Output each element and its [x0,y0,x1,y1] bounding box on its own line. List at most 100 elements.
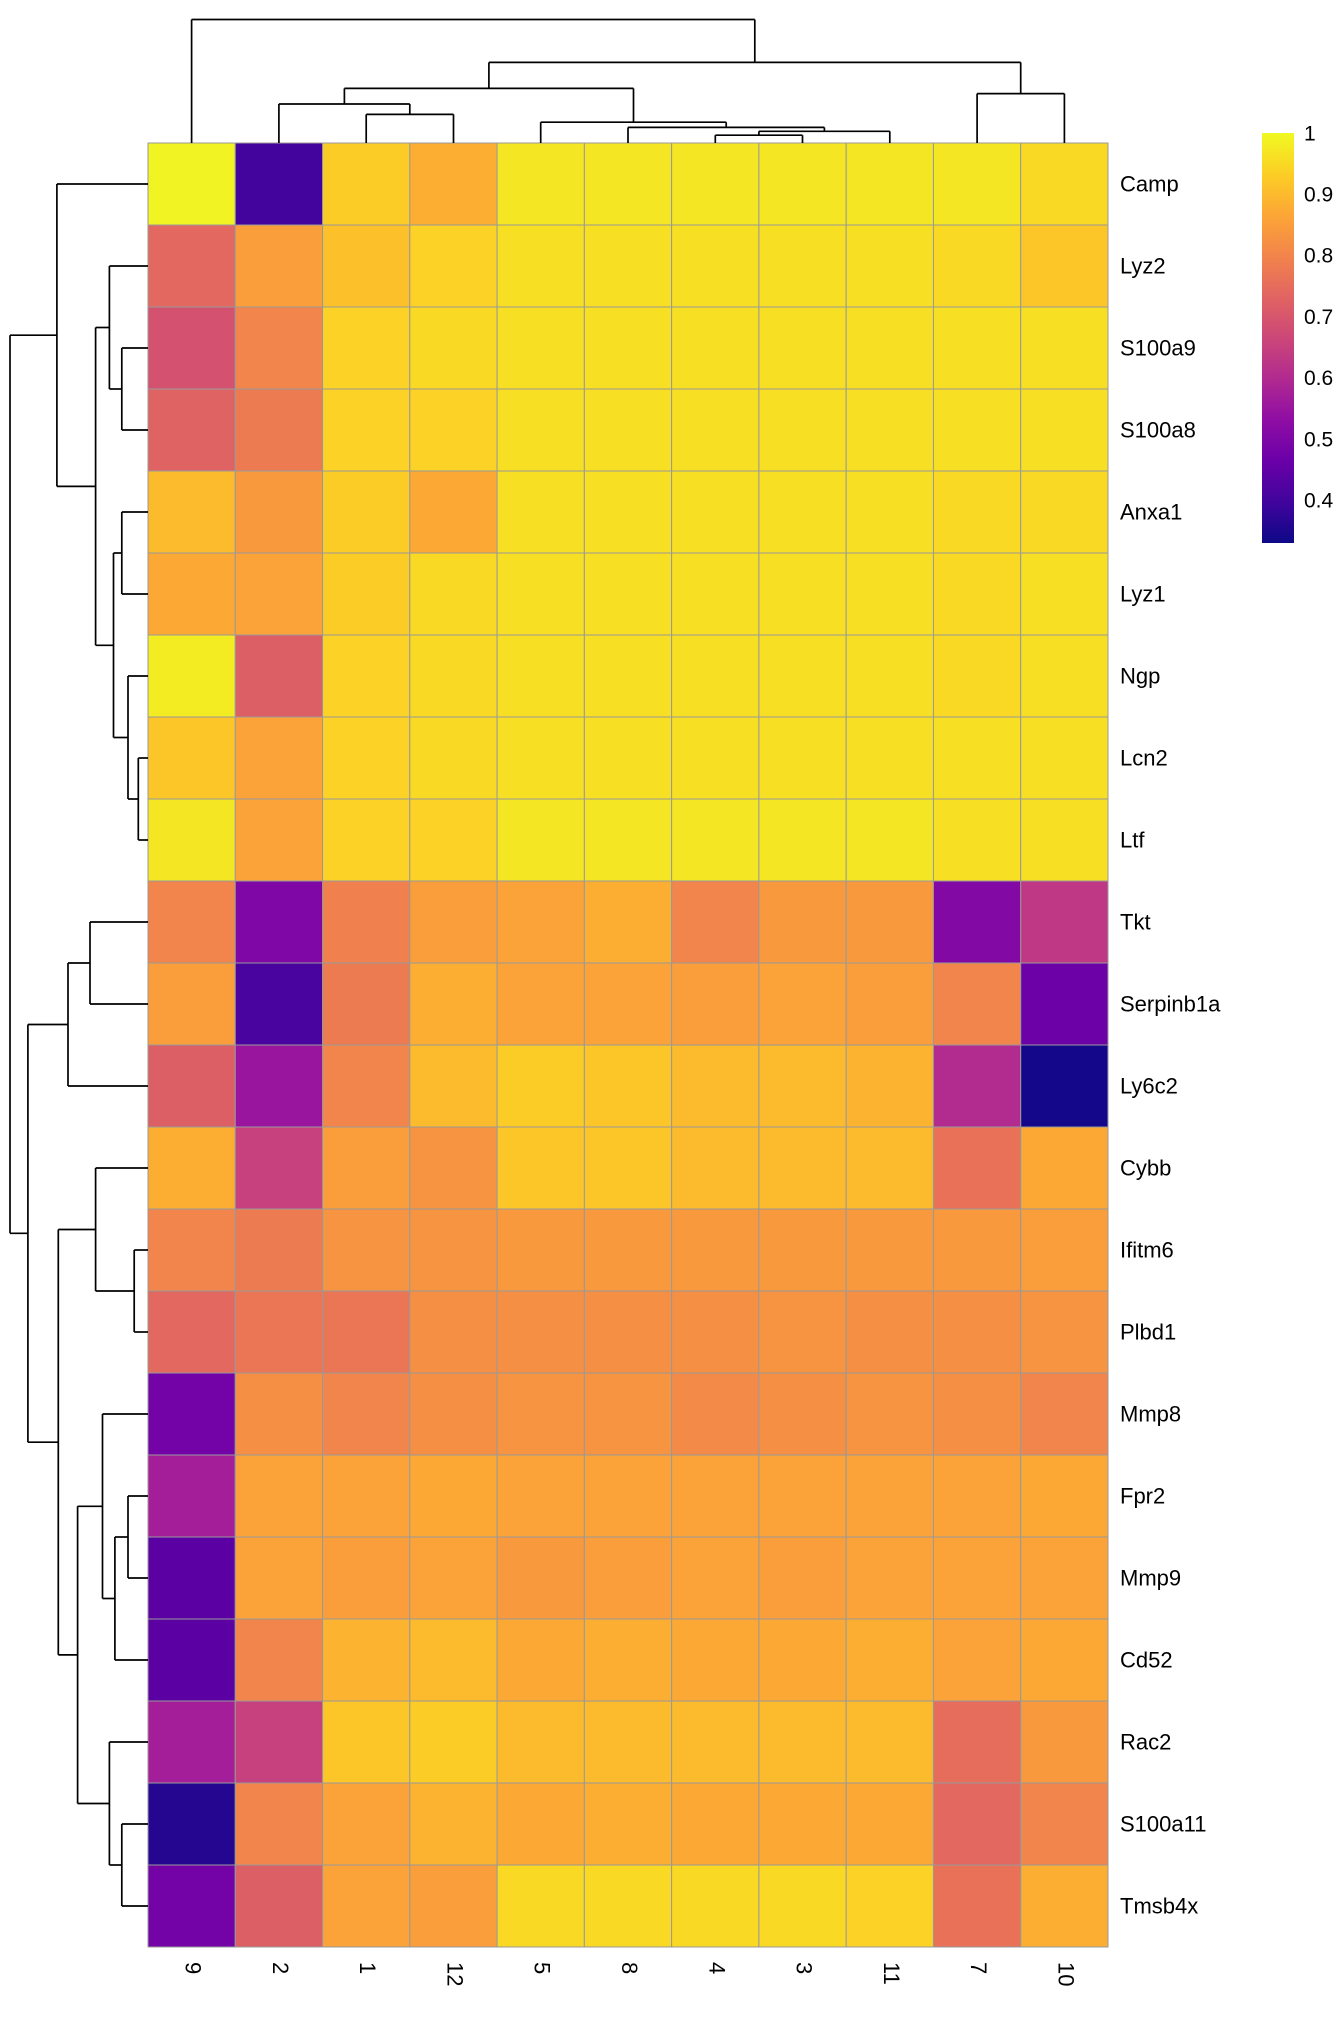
heatmap-cell [932,224,1022,308]
heatmap-cell [671,880,760,964]
heatmap-cell [671,470,760,554]
row-label: Ly6c2 [1120,1074,1178,1099]
color-legend: 1 0.9 0.8 0.7 0.6 0.5 0.4 [1262,122,1334,543]
heatmap-cell [932,1372,1022,1456]
heatmap-cell [234,224,324,308]
legend-tick-label: 0.7 [1304,306,1333,329]
heatmap-cell [845,552,934,636]
heatmap-cell [147,1454,236,1538]
heatmap-cell [758,552,847,636]
heatmap-cell [583,552,673,636]
heatmap-cell [234,388,324,472]
heatmap-cell [583,1782,673,1866]
heatmap-cell [671,1290,760,1374]
heatmap-cell [671,306,760,390]
heatmap-cell [845,470,934,554]
column-label: 3 [792,1962,817,1974]
heatmap-cell [1020,1618,1109,1702]
heatmap-cell [1020,1126,1109,1210]
column-label: 2 [268,1962,293,1974]
legend-tick-label: 0.6 [1304,367,1333,390]
heatmap-cell [322,1208,411,1292]
heatmap-cell [1020,1782,1109,1866]
heatmap-cell [758,1454,847,1538]
heatmap-cell [409,388,498,472]
heatmap-cell [147,224,236,308]
heatmap-cell [932,1700,1022,1784]
heatmap-cell [234,716,324,800]
heatmap-cell [758,388,847,472]
heatmap-cell [758,1700,847,1784]
heatmap-cell [671,716,760,800]
heatmap-cell [496,470,585,554]
heatmap-cell [234,1454,324,1538]
heatmap-cell [1020,224,1109,308]
heatmap-cell [845,1454,934,1538]
legend-tick-label: 0.4 [1304,490,1334,513]
heatmap-cell [1020,716,1109,800]
heatmap-cell [496,224,585,308]
heatmap-cell [758,1044,847,1128]
row-label: S100a9 [1120,336,1196,361]
row-label: Ifitm6 [1120,1238,1174,1263]
heatmap-cell [409,552,498,636]
heatmap-cell [147,880,236,964]
heatmap-cell [932,1208,1022,1292]
heatmap-cell [147,1618,236,1702]
heatmap-cell [234,1782,324,1866]
heatmap-cell [932,1782,1022,1866]
heatmap-cell [322,224,411,308]
heatmap-cell [758,798,847,882]
heatmap-cell [496,1536,585,1620]
heatmap-cell [845,1126,934,1210]
heatmap-cell [758,1864,847,1948]
heatmap-cell [758,470,847,554]
heatmap-cell [322,798,411,882]
heatmap-cell [758,142,847,226]
heatmap-cell [671,142,760,226]
heatmap-cell [845,634,934,718]
heatmap-cell [322,716,411,800]
heatmap-cell [1020,798,1109,882]
heatmap-cell [671,388,760,472]
column-label: 1 [355,1962,380,1974]
heatmap-cell [322,1618,411,1702]
heatmap-cell [147,388,236,472]
heatmap-cell [496,1700,585,1784]
heatmap-cell [147,1290,236,1374]
heatmap-cell [409,224,498,308]
heatmap-cell [932,142,1022,226]
heatmap-cell [932,388,1022,472]
heatmap-cell [932,1536,1022,1620]
legend-tick-label: 1 [1304,122,1316,145]
heatmap-cell [583,1044,673,1128]
heatmap-cell [671,1126,760,1210]
heatmap-cell [583,880,673,964]
heatmap-cell [234,798,324,882]
heatmap-cell [583,634,673,718]
heatmap-cell [234,1208,324,1292]
heatmap-cell [234,1290,324,1374]
heatmap-cell [496,142,585,226]
heatmap-cell [671,1454,760,1538]
heatmap-cell [409,716,498,800]
heatmap-cell [932,716,1022,800]
heatmap-cell [409,798,498,882]
heatmap-cell [234,880,324,964]
heatmap-cell [322,142,411,226]
heatmap-cell [409,306,498,390]
heatmap-cell [496,1290,585,1374]
heatmap-cell [234,552,324,636]
heatmap-cell [1020,1700,1109,1784]
heatmap-cell [234,634,324,718]
heatmap-cell [583,142,673,226]
row-label: S100a11 [1120,1812,1206,1837]
legend-gradient-bar [1262,133,1294,543]
heatmap-cell [496,1454,585,1538]
heatmap-cell [758,1618,847,1702]
heatmap-cell [322,1044,411,1128]
heatmap-cell [758,1536,847,1620]
heatmap-cell [758,224,847,308]
heatmap-cell [496,1126,585,1210]
